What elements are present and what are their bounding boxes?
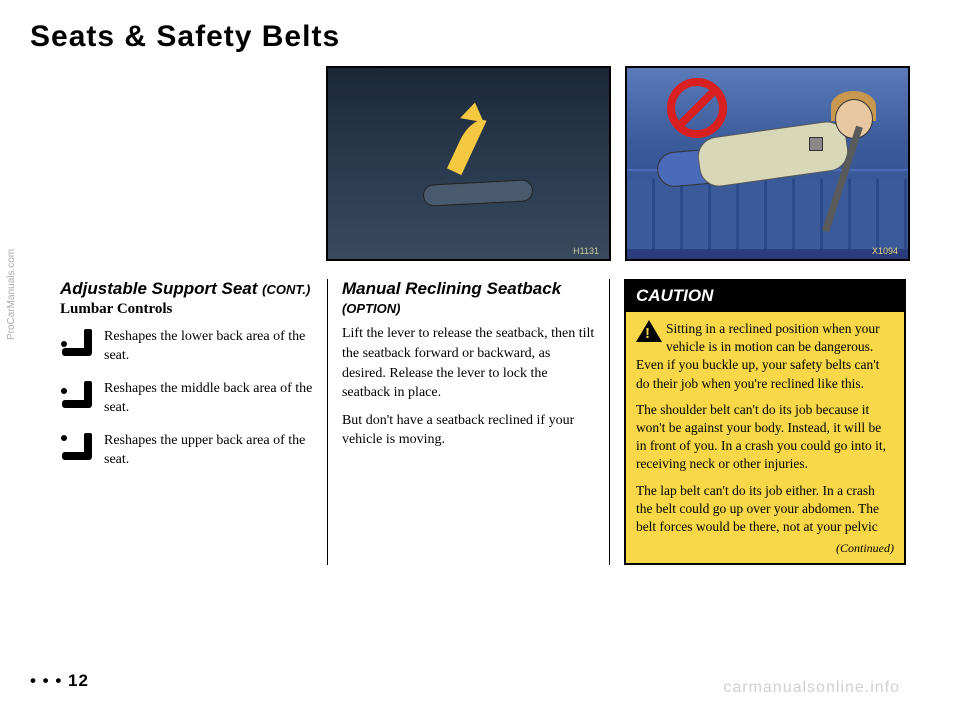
caution-paragraph: The shoulder belt can't do its job becau… — [636, 401, 894, 474]
seat-lever-graphic — [422, 179, 533, 207]
subheading: Lumbar Controls — [60, 301, 313, 318]
interior-bg — [627, 68, 908, 259]
lumbar-text: Reshapes the middle back area of the sea… — [104, 380, 313, 418]
page-number: • • • 12 — [30, 671, 89, 691]
image-row: H1131 X1094 — [30, 66, 930, 261]
column-caution: CAUTION Sitting in a reclined position w… — [609, 279, 920, 565]
image-label: X1094 — [872, 246, 898, 256]
image-label: H1131 — [573, 246, 599, 256]
continued-label: (Continued) — [636, 540, 894, 556]
seat-lever-image: H1131 — [326, 66, 611, 261]
page-title: Seats & Safety Belts — [30, 20, 930, 54]
caution-title: CAUTION — [626, 281, 904, 312]
lumbar-upper-icon — [60, 432, 94, 460]
prohibition-icon — [667, 78, 727, 138]
continued-marker: (CONT.) — [262, 282, 310, 297]
body-paragraph: Lift the lever to release the seatback, … — [342, 324, 595, 402]
lumbar-text: Reshapes the lower back area of the seat… — [104, 328, 313, 366]
lumbar-control-lower: Reshapes the lower back area of the seat… — [60, 328, 313, 366]
lumbar-control-upper: Reshapes the upper back area of the seat… — [60, 432, 313, 470]
lumbar-text: Reshapes the upper back area of the seat… — [104, 432, 313, 470]
lumbar-lower-icon — [60, 328, 94, 356]
reclined-warning-image: X1094 — [625, 66, 910, 261]
lumbar-middle-icon — [60, 380, 94, 408]
content-columns: Adjustable Support Seat (CONT.) Lumbar C… — [30, 279, 930, 565]
warning-triangle-icon — [636, 320, 662, 342]
section-header: Manual Reclining Seatback — [342, 279, 595, 299]
caution-paragraph: Sitting in a reclined position when your… — [636, 320, 894, 393]
section-header: Adjustable Support Seat (CONT.) — [60, 279, 313, 299]
footer-watermark: carmanualsonline.info — [723, 679, 900, 697]
caution-body: Sitting in a reclined position when your… — [626, 312, 904, 563]
column-adjustable-seat: Adjustable Support Seat (CONT.) Lumbar C… — [40, 279, 327, 565]
option-label: (OPTION) — [342, 301, 595, 316]
caution-paragraph: The lap belt can't do its job either. In… — [636, 482, 894, 537]
caution-text: Sitting in a reclined position when your… — [636, 321, 880, 391]
column-manual-reclining: Manual Reclining Seatback (OPTION) Lift … — [327, 279, 609, 565]
lumbar-control-middle: Reshapes the middle back area of the sea… — [60, 380, 313, 418]
body-paragraph: But don't have a seatback reclined if yo… — [342, 411, 595, 450]
lift-arrow-icon — [447, 114, 501, 182]
source-watermark: ProCarManuals.com — [6, 249, 17, 340]
caution-box: CAUTION Sitting in a reclined position w… — [624, 279, 906, 565]
header-text: Adjustable Support Seat — [60, 279, 257, 298]
